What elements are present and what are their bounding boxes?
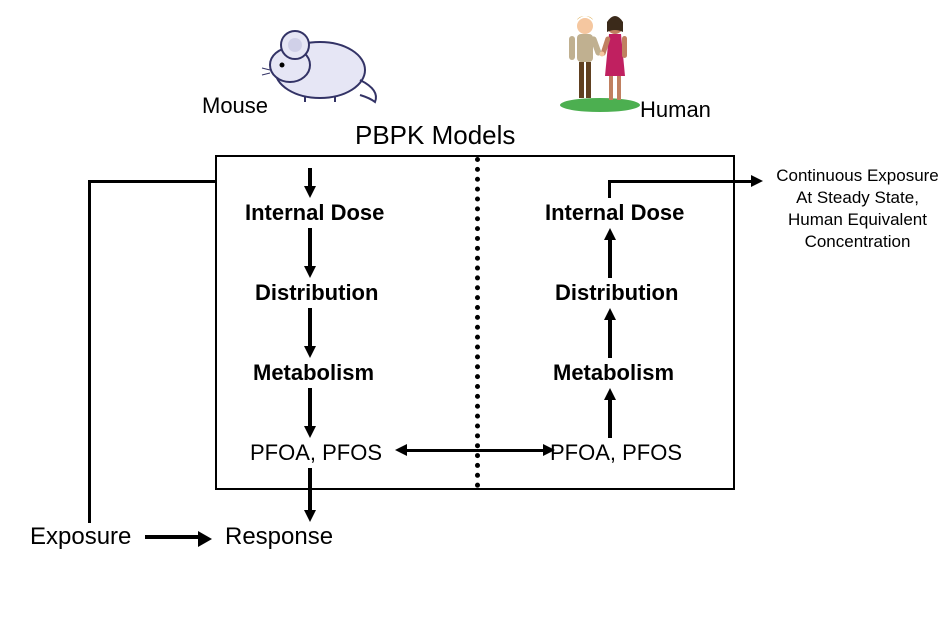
- human-label: Human: [640, 97, 711, 123]
- output-annotation: Continuous Exposure At Steady State, Hum…: [770, 165, 943, 253]
- human-icon: [555, 8, 645, 113]
- annotation-line: Human Equivalent: [770, 209, 943, 231]
- right-node-internal-dose: Internal Dose: [545, 200, 684, 226]
- left-node-pfoa-pfos: PFOA, PFOS: [250, 440, 382, 466]
- response-label: Response: [225, 523, 333, 551]
- left-node-metabolism: Metabolism: [253, 360, 374, 386]
- left-node-internal-dose: Internal Dose: [245, 200, 384, 226]
- mouse-icon: [260, 10, 390, 105]
- annotation-line: Concentration: [770, 231, 943, 253]
- right-node-metabolism: Metabolism: [553, 360, 674, 386]
- box-divider: [475, 157, 480, 488]
- annotation-line: Continuous Exposure: [770, 165, 943, 187]
- exposure-label: Exposure: [30, 523, 131, 551]
- diagram-title: PBPK Models: [355, 120, 515, 151]
- annotation-line: At Steady State,: [770, 187, 943, 209]
- right-node-pfoa-pfos: PFOA, PFOS: [550, 440, 682, 466]
- left-node-distribution: Distribution: [255, 280, 378, 306]
- mouse-label: Mouse: [202, 93, 268, 119]
- right-node-distribution: Distribution: [555, 280, 678, 306]
